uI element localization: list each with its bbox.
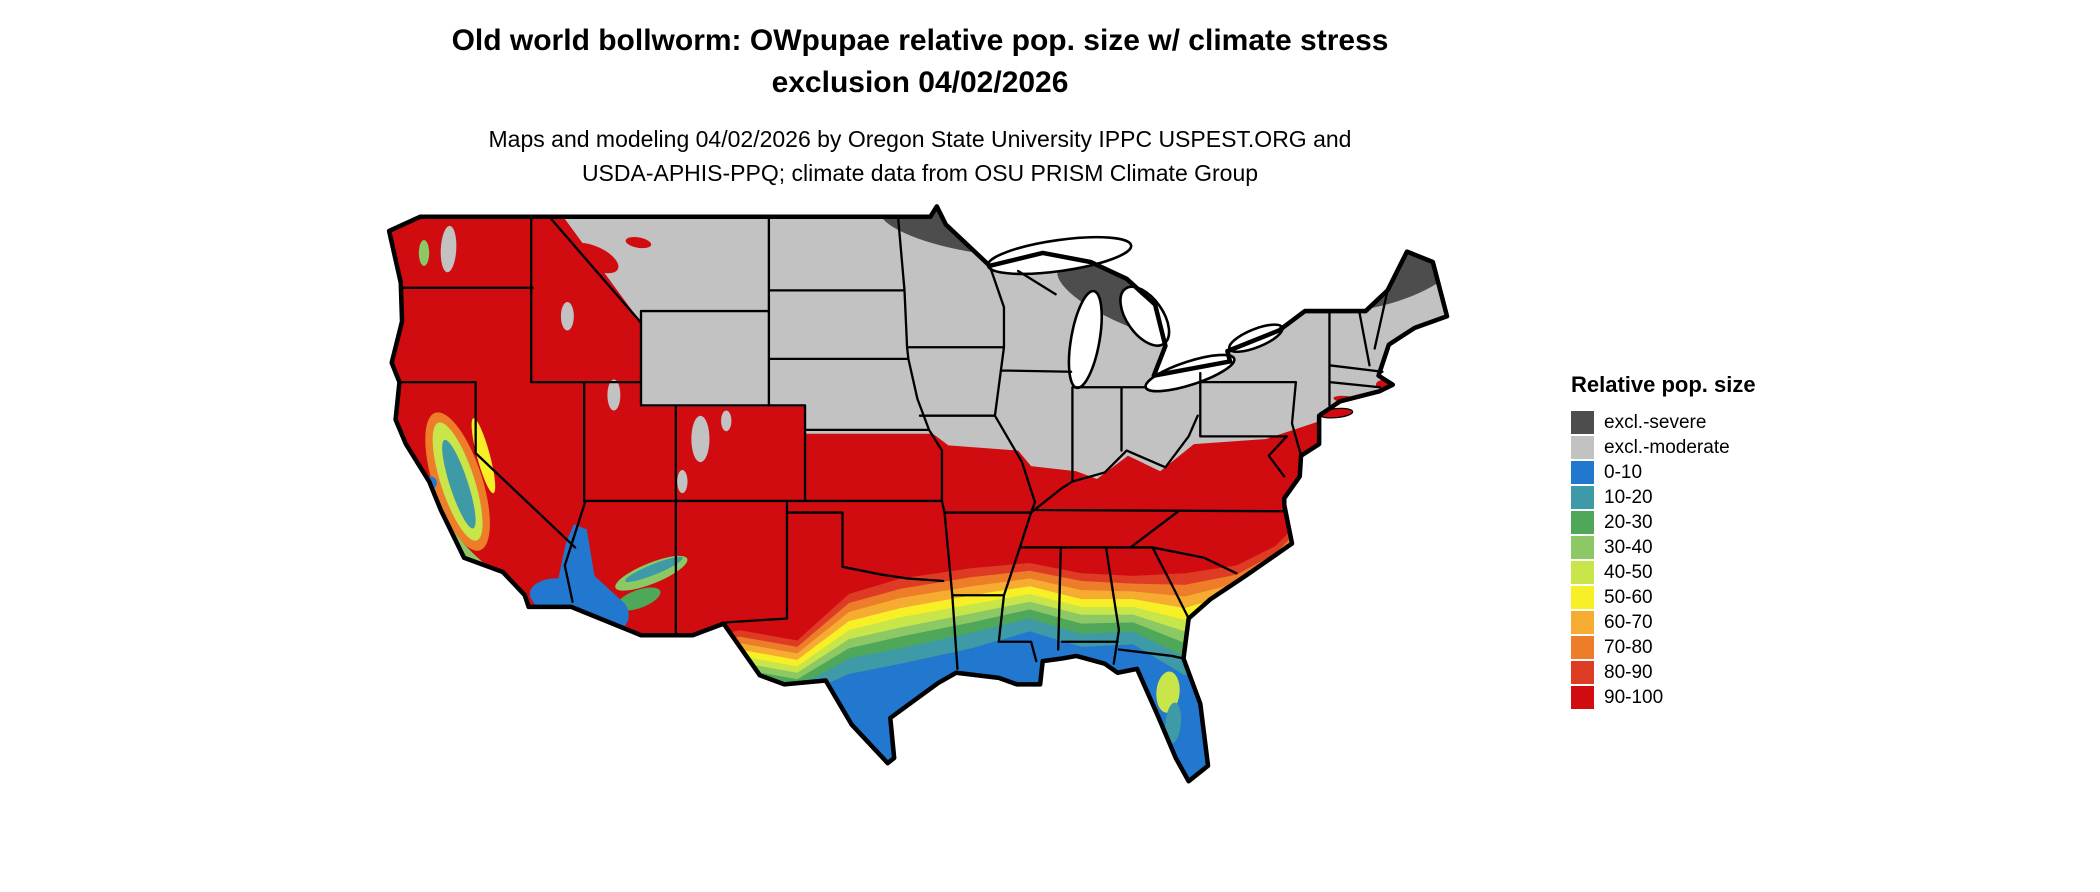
page-title: Old world bollworm: OWpupae relative pop…: [170, 20, 1670, 104]
legend-label-80-90: 80-90: [1604, 662, 1653, 683]
us-outline: [386, 204, 1450, 784]
page-subtitle-line1: Maps and modeling 04/02/2026 by Oregon S…: [488, 126, 1352, 152]
map-region-ca-valley-teal: [442, 439, 476, 529]
legend-swatch-excl-moderate: [1571, 436, 1594, 459]
legend-swatch-40-50: [1571, 561, 1594, 584]
terrain-patch-gray-cascades: [440, 225, 457, 273]
legend-swatch-excl-severe: [1571, 411, 1594, 434]
legend-label-40-50: 40-50: [1604, 562, 1653, 583]
state-borders: [398, 215, 1389, 671]
map-region-az-rim-teal: [625, 556, 683, 582]
legend-row-excl-severe: excl.-severe: [1571, 410, 1831, 435]
map-raster-layers: [389, 206, 1447, 782]
terrain-patch-sierra-yellow: [471, 418, 496, 494]
map-legend: Relative pop. size excl.-severe excl.-mo…: [1571, 372, 1831, 710]
legend-label-0-10: 0-10: [1604, 462, 1643, 483]
legend-swatch-60-70: [1571, 611, 1594, 634]
legend-swatch-90-100: [1571, 686, 1594, 709]
legend-row-30-40: 30-40: [1571, 535, 1831, 560]
map-region-fl-ridge-yellowgreen: [1156, 671, 1180, 713]
legend-row-70-80: 70-80: [1571, 635, 1831, 660]
legend-swatch-20-30: [1571, 511, 1594, 534]
map-region-ca-coast-green: [432, 502, 493, 578]
legend-label-excl-moderate: excl.-moderate: [1604, 437, 1730, 458]
legend-swatch-50-60: [1571, 586, 1594, 609]
legend-row-80-90: 80-90: [1571, 660, 1831, 685]
legend-label-70-80: 70-80: [1604, 637, 1653, 658]
terrain-patch-red-montana2: [560, 281, 588, 303]
us-risk-map: [300, 190, 1540, 870]
terrain-patch-gray-wasatch: [607, 379, 621, 411]
legend-title: Relative pop. size: [1571, 372, 1756, 397]
legend-label-90-100: 90-100: [1604, 687, 1664, 708]
map-region-fl-ridge-teal: [1165, 702, 1182, 744]
terrain-patch-gray-rockies: [691, 415, 710, 463]
map-region-desert-fringe-green: [616, 587, 661, 611]
legend-label-30-40: 30-40: [1604, 537, 1653, 558]
legend-row-60-70: 60-70: [1571, 610, 1831, 635]
legend-row-90-100: 90-100: [1571, 685, 1831, 710]
page-subtitle-line2: USDA-APHIS-PPQ; climate data from OSU PR…: [581, 160, 1259, 186]
terrain-patch-gray-sanjuan: [677, 469, 688, 494]
legend-swatch-80-90: [1571, 661, 1594, 684]
legend-swatch-30-40: [1571, 536, 1594, 559]
legend-row-20-30: 20-30: [1571, 510, 1831, 535]
terrain-patch-gray-sawtooth: [560, 302, 574, 331]
legend-label-60-70: 60-70: [1604, 612, 1653, 633]
legend-row-40-50: 40-50: [1571, 560, 1831, 585]
legend-row-10-20: 10-20: [1571, 485, 1831, 510]
legend-swatch-70-80: [1571, 636, 1594, 659]
terrain-patch-green-puget: [418, 240, 430, 266]
legend-swatch-0-10: [1571, 461, 1594, 484]
legend-label-10-20: 10-20: [1604, 487, 1653, 508]
legend-row-excl-moderate: excl.-moderate: [1571, 435, 1831, 460]
legend-label-20-30: 20-30: [1604, 512, 1653, 533]
legend-label-50-60: 50-60: [1604, 587, 1653, 608]
legend-row-0-10: 0-10: [1571, 460, 1831, 485]
legend-row-50-60: 50-60: [1571, 585, 1831, 610]
page-title-line2: exclusion 04/02/2026: [771, 66, 1069, 99]
page-title-line1: Old world bollworm: OWpupae relative pop…: [451, 24, 1389, 57]
terrain-patch-red-montana: [570, 242, 619, 274]
page-subtitle: Maps and modeling 04/02/2026 by Oregon S…: [170, 122, 1670, 190]
legend-label-excl-severe: excl.-severe: [1604, 412, 1707, 433]
terrain-patch-red-montana3: [625, 237, 652, 249]
terrain-patch-gray-frontrange: [721, 410, 732, 432]
legend-swatch-10-20: [1571, 486, 1594, 509]
us-map-svg: [386, 204, 1450, 784]
